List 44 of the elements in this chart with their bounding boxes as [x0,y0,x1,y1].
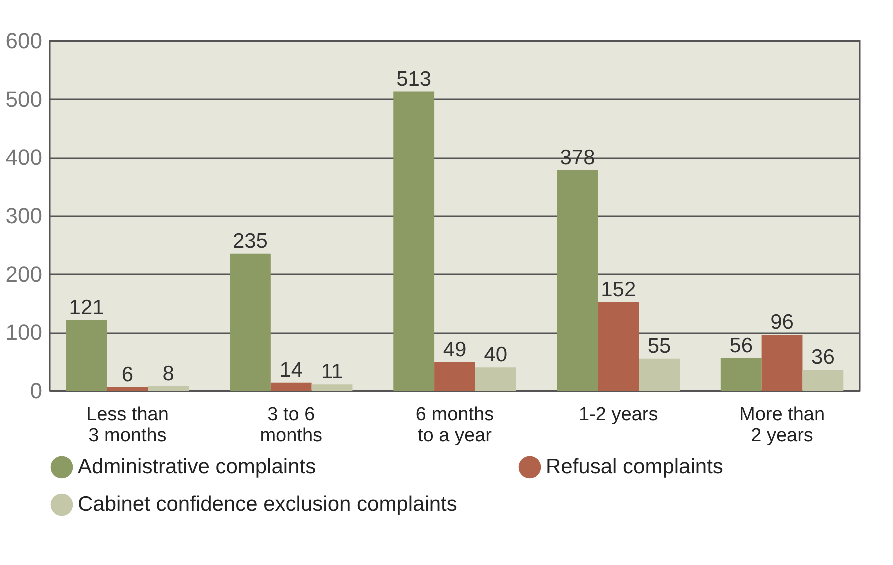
x-tick-label: 6 months to a year [416,404,494,446]
bar [148,386,190,391]
data-label: 55 [648,334,672,358]
data-label: 49 [443,338,467,362]
bar [230,254,271,391]
bar [720,358,762,391]
bar [66,320,108,391]
bar [639,358,680,391]
data-label: 14 [280,358,304,382]
bar [434,362,476,391]
bar [107,388,148,391]
x-tick-label: 3 to 6 months [260,404,323,446]
y-tick-label: 500 [6,86,42,112]
data-label: 152 [601,278,636,302]
data-label: 96 [770,311,794,334]
y-tick-label: 200 [6,262,42,287]
y-tick-label: 600 [6,28,42,54]
legend-label: Refusal complaints [546,455,724,478]
legend-label: Administrative complaints [78,455,316,478]
y-tick-label: 300 [6,204,42,228]
bar [475,368,516,391]
y-tick-label: 400 [6,145,42,170]
data-label: 121 [69,296,104,320]
x-tick-label: Less than 3 months [86,404,169,446]
data-label: 11 [321,360,344,384]
data-label: 8 [162,362,174,386]
legend-label: Cabinet confidence exclusion complaints [78,493,458,516]
bar [762,335,803,391]
data-label: 56 [730,334,754,358]
bar [557,170,598,391]
data-label: 6 [122,364,134,386]
data-label: 36 [812,346,835,369]
data-label: 513 [396,68,432,91]
bar [802,370,844,391]
bar [394,92,435,391]
bar [270,382,312,391]
x-tick-label: 1-2 years [579,404,658,426]
data-label: 235 [232,230,268,253]
y-tick-label: 100 [6,320,42,346]
data-label: 40 [484,344,508,367]
x-tick-label: More than 2 years [740,404,826,446]
y-tick-label: 0 [30,378,42,404]
bar [312,384,353,391]
bar [598,302,640,391]
